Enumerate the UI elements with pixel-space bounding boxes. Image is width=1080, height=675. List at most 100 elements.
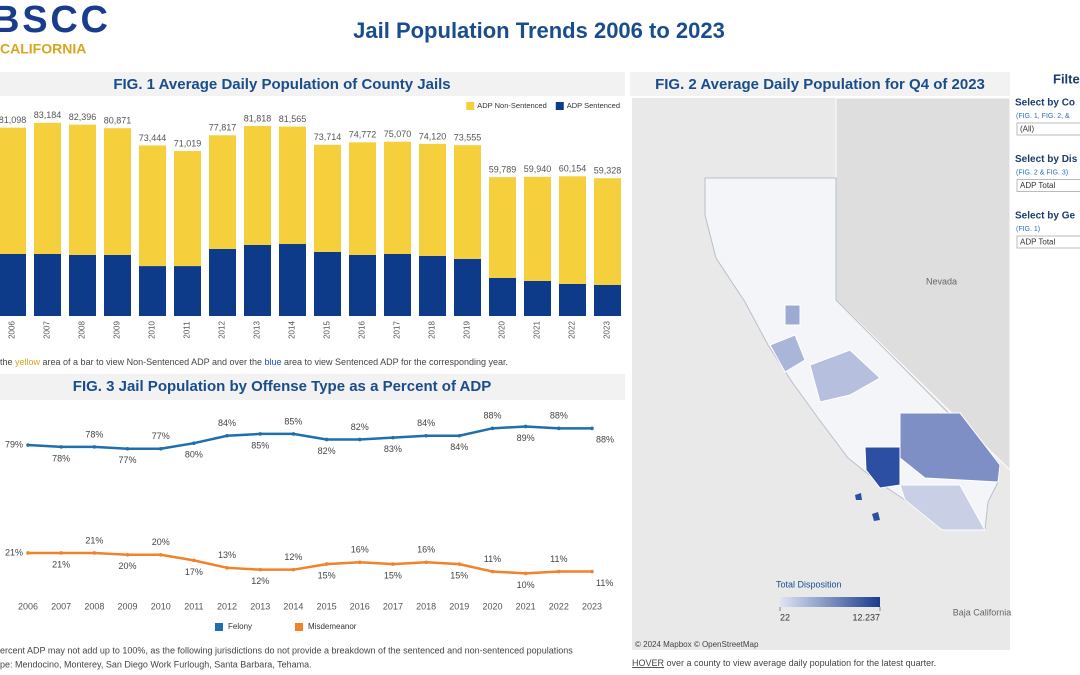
bar-segment — [279, 126, 306, 245]
legend-title: Total Disposition — [776, 579, 842, 589]
legend-label: Misdemeanor — [308, 622, 357, 631]
total-label: 82,396 — [69, 112, 97, 122]
point — [523, 424, 528, 429]
fig2-note: HOVER over a county to view average dail… — [632, 658, 936, 668]
filter-label: Select by Ge — [1015, 211, 1075, 222]
bar-segment — [419, 255, 446, 316]
total-label: 59,789 — [489, 165, 517, 175]
legend-scale — [780, 597, 880, 607]
bar-segment — [384, 141, 411, 254]
data-label: 84% — [450, 442, 468, 452]
x-tick-label: 2018 — [428, 321, 437, 339]
fig2-title: FIG. 2 Average Daily Population for Q4 o… — [655, 76, 985, 93]
x-tick-label: 2020 — [498, 321, 507, 339]
x-tick-label: 2023 — [582, 601, 602, 611]
data-label: 16% — [351, 545, 369, 555]
bar-segment — [559, 176, 586, 284]
filter-label: Select by Co — [1015, 98, 1075, 109]
county — [809, 349, 881, 403]
data-label: 77% — [152, 431, 170, 441]
filter-dropdown[interactable] — [1016, 235, 1080, 249]
bar-segment — [349, 142, 376, 255]
bar-segment — [0, 253, 26, 316]
point — [158, 553, 163, 557]
data-label: 88% — [596, 435, 614, 445]
data-label: 82% — [351, 422, 369, 432]
bar-segment — [34, 253, 61, 316]
bar-segment — [524, 280, 551, 316]
x-tick-label: 2006 — [18, 601, 38, 611]
legend-label: ADP Non-Sentenced — [477, 101, 547, 110]
x-tick-label: 2022 — [549, 601, 569, 611]
x-tick-label: 2012 — [217, 601, 237, 611]
point — [59, 551, 63, 555]
data-label: 88% — [550, 411, 568, 421]
data-label: 11% — [550, 554, 567, 564]
point — [391, 562, 395, 566]
data-label: 11% — [484, 554, 501, 564]
point — [457, 433, 462, 438]
point — [424, 560, 428, 565]
total-label: 73,714 — [314, 132, 342, 142]
total-label: 81,565 — [279, 114, 307, 124]
note-part: area of a bar to view Non-Sentenced ADP … — [40, 357, 264, 367]
bar-segment — [454, 145, 481, 259]
x-tick-label: 2012 — [218, 321, 227, 339]
bar-segment — [104, 254, 131, 316]
fig1-note: the yellow area of a bar to view Non-Sen… — [0, 357, 508, 367]
legend-tick-label: 12.237 — [852, 612, 880, 622]
bar-segment — [489, 277, 516, 316]
total-label: 83,184 — [34, 110, 62, 120]
data-label: 85% — [284, 416, 302, 426]
bar-segment — [594, 284, 621, 316]
total-label: 60,154 — [559, 164, 587, 174]
point — [557, 569, 561, 574]
point — [258, 567, 263, 572]
total-label: 81,098 — [0, 115, 26, 125]
point — [258, 432, 263, 436]
data-label: 88% — [483, 411, 501, 421]
island — [855, 493, 862, 500]
point — [357, 437, 362, 442]
data-label: 77% — [119, 455, 137, 465]
data-label: 89% — [517, 433, 535, 443]
bar-segment — [314, 144, 341, 252]
note-part: the — [0, 357, 15, 367]
x-tick-label: 2021 — [516, 601, 536, 611]
x-tick-label: 2014 — [288, 321, 297, 339]
data-label: 85% — [251, 440, 269, 450]
data-label: 83% — [384, 444, 402, 454]
x-tick-label: 2017 — [383, 601, 403, 611]
bar-segment — [244, 126, 271, 245]
x-tick-label: 2015 — [317, 601, 337, 611]
point — [291, 432, 296, 436]
x-tick-label: 2022 — [568, 321, 577, 339]
legend-label: Felony — [228, 622, 252, 631]
legend-swatch — [215, 623, 223, 631]
filter-dropdown[interactable] — [1016, 122, 1080, 136]
x-tick-label: 2013 — [250, 601, 270, 611]
point — [590, 426, 594, 431]
point — [26, 443, 30, 447]
x-tick-label: 2023 — [603, 321, 612, 339]
filter-dropdown[interactable] — [1016, 179, 1080, 192]
bar-segment — [104, 128, 131, 255]
data-label: 79% — [5, 439, 23, 449]
point — [357, 560, 362, 565]
x-tick-label: 2007 — [51, 601, 71, 611]
data-label: 16% — [417, 545, 435, 555]
county — [899, 484, 986, 531]
fig2-header — [630, 72, 1010, 96]
total-label: 71,019 — [174, 138, 202, 148]
bar-segment — [524, 176, 551, 281]
x-tick-label: 2020 — [482, 601, 502, 611]
x-tick-label: 2008 — [84, 601, 104, 611]
point — [26, 551, 30, 555]
filters-title: Filte — [1053, 71, 1080, 86]
note-part: area to view Sentenced ADP for the corre… — [282, 357, 508, 367]
x-tick-label: 2017 — [393, 321, 402, 339]
filter-sub: (FIG. 2 & FIG. 3) — [1016, 169, 1068, 176]
data-label: 15% — [450, 570, 468, 580]
x-tick-label: 2010 — [151, 601, 171, 611]
data-label: 17% — [185, 567, 203, 577]
